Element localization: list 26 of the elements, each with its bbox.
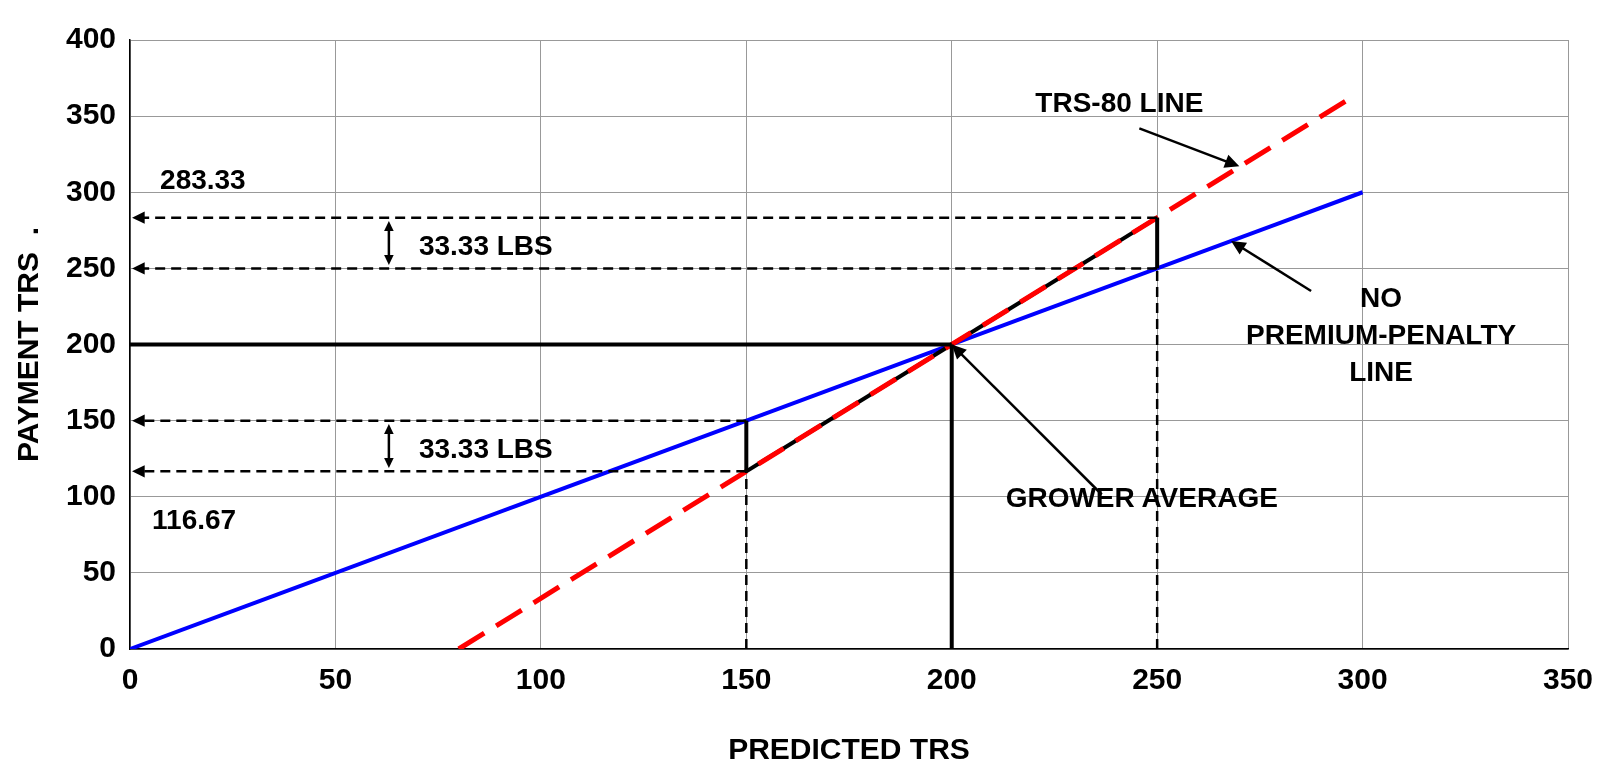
y-tick-label: 250 [65,249,117,283]
y-tick-label: 150 [65,401,117,435]
x-axis-title: PREDICTED TRS [728,732,970,766]
x-tick-label: 200 [926,662,977,696]
y-tick-label: 50 [82,554,117,588]
y-tick-label: 350 [65,97,117,131]
x-tick-label: 0 [121,662,139,696]
y-tick-label: 200 [65,325,117,359]
x-tick-label: 300 [1337,662,1388,696]
y-tick-label: 300 [65,173,117,207]
y-axis-title: PAYMENT TRS . [11,226,45,463]
annotation: 116.67 [152,504,237,536]
x-tick-label: 250 [1132,662,1183,696]
y-tick-label: 400 [65,21,117,55]
annotation: 33.33 LBS [418,432,553,464]
y-tick-label: 0 [99,630,117,664]
annotation: 33.33 LBS [418,229,553,261]
annotation: TRS-80 LINE [1035,87,1204,119]
annotation: 283.33 [160,164,246,196]
y-tick-label: 100 [65,478,117,512]
x-tick-label: 350 [1542,662,1594,696]
x-tick-label: 150 [721,662,772,696]
annotation: NO PREMIUM-PENALTY LINE [1246,281,1517,387]
annotation: GROWER AVERAGE [1005,482,1278,514]
x-tick-label: 50 [318,662,353,696]
x-tick-label: 100 [515,662,566,696]
